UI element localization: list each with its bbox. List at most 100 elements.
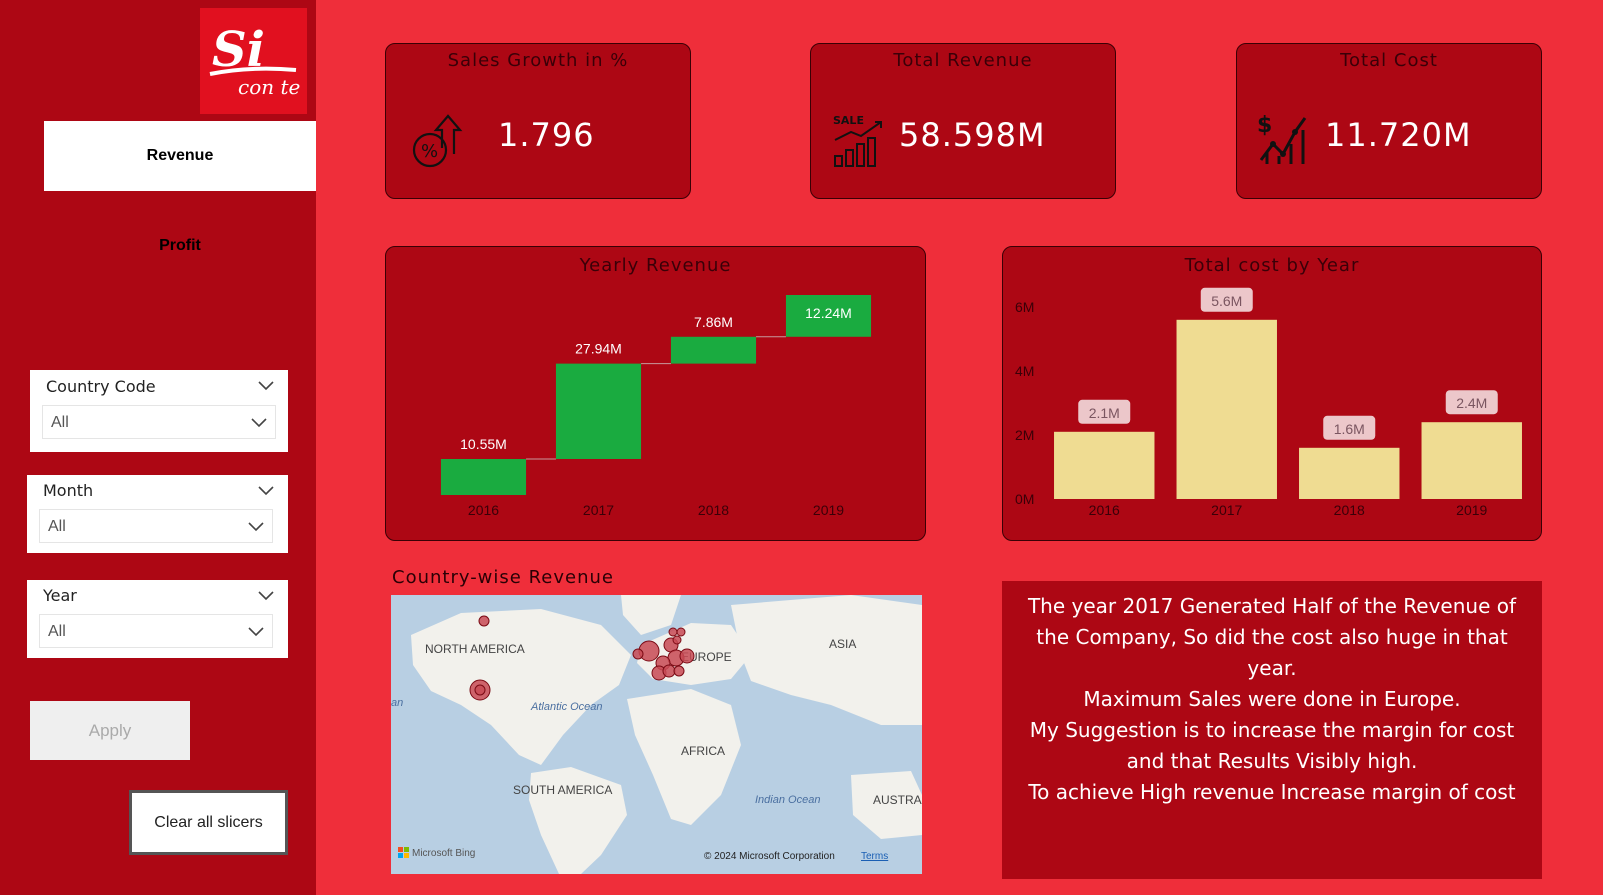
- map-canvas: NORTH AMERICA EUROPE ASIA Atlantic Ocean…: [391, 595, 922, 874]
- waterfall-data-label: 27.94M: [575, 341, 622, 357]
- bing-logo-icon: [398, 847, 409, 858]
- slicer-title: Month: [43, 481, 94, 500]
- kpi-value: 1.796: [498, 116, 595, 154]
- map-bubble: [673, 665, 685, 677]
- country-code-dropdown[interactable]: All: [42, 405, 276, 439]
- insight-line: To achieve High revenue Increase margin …: [1028, 780, 1516, 804]
- insight-line: The year 2017 Generated Half of the Reve…: [1027, 594, 1517, 618]
- waterfall-bar: [440, 458, 527, 495]
- month-dropdown[interactable]: All: [39, 509, 273, 543]
- cost-data-label: 1.6M: [1334, 421, 1365, 437]
- waterfall-data-label: 10.55M: [460, 436, 507, 452]
- svg-text:%: %: [421, 141, 438, 162]
- chevron-down-icon: [248, 522, 264, 532]
- kpi-value: 11.720M: [1325, 116, 1472, 154]
- cost-x-tick: 2017: [1211, 502, 1242, 518]
- map-label: AFRICA: [681, 744, 725, 758]
- cost-x-tick: 2019: [1456, 502, 1487, 518]
- sale-icon-text: SALE: [833, 114, 864, 127]
- revenue-nav-button[interactable]: Revenue: [44, 121, 316, 191]
- cost-label-bg: [1200, 287, 1253, 312]
- waterfall-data-label: 7.86M: [694, 314, 733, 330]
- cost-data-label: 5.6M: [1211, 293, 1242, 309]
- slicer-title: Country Code: [46, 377, 156, 396]
- cost-bar: [1421, 422, 1522, 499]
- cost-bar: [1176, 319, 1277, 499]
- percent-growth-icon: %: [412, 114, 463, 168]
- yearly-revenue-chart: 10.55M 2016 27.94M 2017 7.86M 2018 12.24M 2019: [440, 295, 872, 518]
- cost-label-bg: [1323, 415, 1376, 440]
- waterfall-x-tick: 2017: [583, 502, 614, 518]
- total-cost-card: Total Cost $ 11.720M: [1236, 43, 1542, 199]
- map-label: AUSTRA: [873, 793, 922, 807]
- cost-label-bg: [1078, 399, 1131, 424]
- month-slicer: Month All: [27, 475, 288, 553]
- map-attribution: Microsoft Bing: [412, 848, 475, 859]
- cost-bar: [1299, 447, 1400, 499]
- insight-line: the Company, So did the cost also huge i…: [1036, 625, 1508, 649]
- cost-y-tick: 2M: [1015, 427, 1034, 443]
- dollar-trend-icon: $: [1257, 113, 1307, 164]
- map-label: Indian Ocean: [755, 794, 820, 806]
- sidebar: Si con te Revenue Profit Country Code Al…: [0, 0, 316, 895]
- total-cost-card-chart: Total cost by Year 0M 2M 4M 6M 2.1M 2016 5.6M 2…: [1002, 246, 1542, 541]
- waterfall-data-label: 12.24M: [805, 305, 852, 321]
- chart-title: Yearly Revenue: [579, 255, 732, 276]
- insight-text-box: The year 2017 Generated Half of the Reve…: [1002, 581, 1542, 879]
- profit-nav-button[interactable]: Profit: [159, 237, 201, 254]
- waterfall-x-tick: 2019: [813, 502, 844, 518]
- map-label: SOUTH AMERICA: [513, 783, 612, 797]
- cost-y-tick: 4M: [1015, 363, 1034, 379]
- sale-bar-chart-icon: SALE: [833, 114, 882, 167]
- year-slicer: Year All: [27, 580, 288, 658]
- map-bubble: [679, 648, 695, 664]
- country-code-slicer: Country Code All: [30, 370, 288, 452]
- total-cost-chart: 0M 2M 4M 6M 2.1M 2016 5.6M 2017 1.6M 2018 2.4M 2019: [1015, 287, 1522, 518]
- yearly-revenue-card: Yearly Revenue 10.55M 2016 27.94M 2017 7.86M…: [385, 246, 926, 541]
- country-revenue-map[interactable]: NORTH AMERICA EUROPE ASIA Atlantic Ocean…: [391, 595, 922, 874]
- map-copyright: © 2024 Microsoft Corporation: [704, 851, 835, 862]
- logo-text-sub: con te: [238, 75, 300, 99]
- kpi-title: Sales Growth in %: [447, 50, 629, 71]
- insight-line: Maximum Sales were done in Europe.: [1083, 687, 1461, 711]
- kpi-value: 58.598M: [899, 116, 1046, 154]
- year-dropdown[interactable]: All: [39, 614, 273, 648]
- sales-growth-card: Sales Growth in % % 1.796: [385, 43, 691, 199]
- insight-line: My Suggestion is to increase the margin …: [1029, 718, 1515, 742]
- total-revenue-card: Total Revenue SALE 58.598M: [810, 43, 1116, 199]
- cost-y-tick: 6M: [1015, 299, 1034, 315]
- waterfall-x-tick: 2016: [468, 502, 499, 518]
- map-title: Country-wise Revenue: [392, 567, 614, 588]
- apply-button[interactable]: Apply: [30, 701, 190, 760]
- map-terms-link[interactable]: Terms: [861, 851, 888, 862]
- chart-title: Total cost by Year: [1184, 255, 1360, 276]
- chevron-down-icon: [248, 627, 264, 637]
- map-label: Atlantic Ocean: [530, 701, 603, 713]
- map-bubble: [662, 664, 676, 678]
- clear-all-slicers-button[interactable]: Clear all slicers: [129, 790, 288, 855]
- chevron-down-icon: [251, 418, 267, 428]
- cost-bar: [1054, 431, 1155, 499]
- chevron-down-icon[interactable]: [258, 484, 274, 496]
- chevron-down-icon[interactable]: [258, 589, 274, 601]
- slicer-title: Year: [43, 586, 77, 605]
- insight-line: and that Results Visibly high.: [1126, 749, 1418, 773]
- map-bubble: [478, 615, 490, 627]
- chevron-down-icon[interactable]: [258, 379, 274, 391]
- cost-x-tick: 2018: [1334, 502, 1365, 518]
- waterfall-x-tick: 2018: [698, 502, 729, 518]
- kpi-title: Total Cost: [1340, 50, 1438, 71]
- map-label: an: [391, 697, 403, 709]
- cost-data-label: 2.1M: [1089, 405, 1120, 421]
- svg-text:$: $: [1257, 113, 1272, 138]
- waterfall-bar: [555, 363, 642, 459]
- waterfall-bar: [670, 336, 757, 364]
- cost-data-label: 2.4M: [1456, 395, 1487, 411]
- cost-x-tick: 2016: [1089, 502, 1120, 518]
- waterfall-bar: [785, 295, 872, 337]
- insight-line: year.: [1247, 656, 1297, 680]
- cost-y-tick: 0M: [1015, 491, 1034, 507]
- slicer-value: All: [51, 414, 69, 431]
- map-bubble: [672, 635, 682, 645]
- logo-mark: Si con te: [209, 22, 300, 99]
